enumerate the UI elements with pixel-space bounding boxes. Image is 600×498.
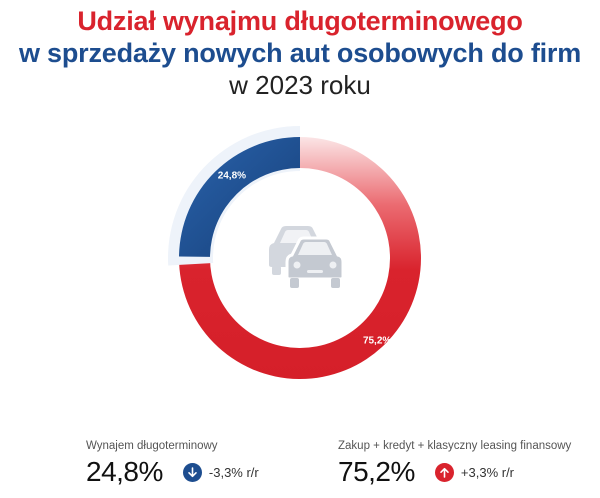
- arrow-up-icon: [434, 462, 454, 482]
- chart-title-line-3: w 2023 roku: [229, 70, 371, 100]
- legend-change: -3,3% r/r: [208, 464, 259, 480]
- legend-change: +3,3% r/r: [460, 464, 515, 480]
- legend-label: Zakup + kredyt + klasyczny leasing finan…: [338, 440, 572, 452]
- legend-label: Wynajem długoterminowy: [86, 440, 218, 452]
- slice-label-zakup: 75,2%: [363, 336, 391, 347]
- slice-label-wynajem: 24,8%: [218, 171, 246, 182]
- chart-title-line-2: w sprzedaży nowych aut osobowych do firm: [18, 38, 582, 68]
- arrow-down-icon: [182, 462, 202, 482]
- chart-title-line-1: Udział wynajmu długoterminowego: [77, 6, 523, 36]
- legend-item-zakup: Zakup + kredyt + klasyczny leasing finan…: [338, 440, 571, 488]
- slice-wynajem-dlugoterminowy: [179, 137, 300, 257]
- legend-value: 24,8%: [86, 456, 163, 487]
- donut-chart: 24,8% 75,2%: [168, 126, 421, 379]
- cars-icon: [269, 226, 345, 288]
- legend-item-wynajem: Wynajem długoterminowy 24,8% -3,3% r/r: [86, 440, 259, 488]
- legend-value: 75,2%: [338, 456, 415, 487]
